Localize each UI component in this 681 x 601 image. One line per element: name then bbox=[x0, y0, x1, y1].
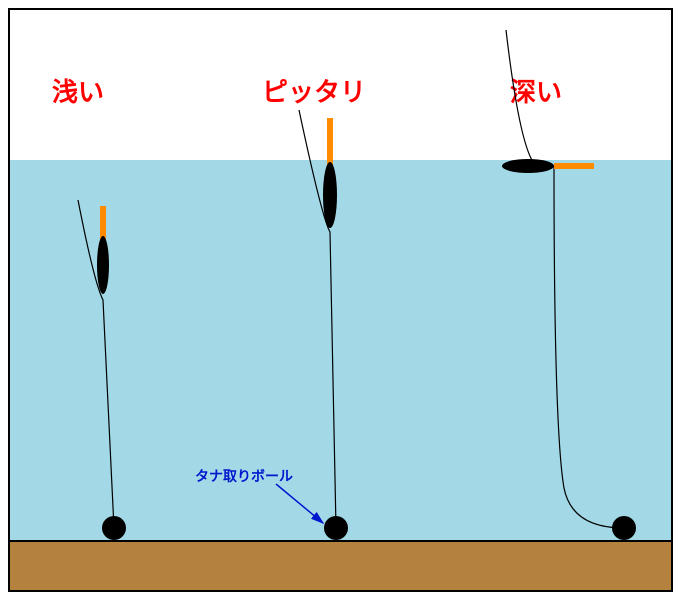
label-shallow: 浅い bbox=[52, 72, 104, 109]
float-body-shallow bbox=[97, 236, 109, 294]
float-tip-shallow bbox=[100, 206, 106, 240]
sinker-ball-deep bbox=[612, 516, 636, 540]
float-tip-perfect bbox=[327, 118, 333, 166]
label-perfect: ピッタリ bbox=[262, 72, 366, 109]
sinker-ball-perfect bbox=[324, 516, 348, 540]
float-body-deep bbox=[502, 159, 554, 173]
annotation-label: タナ取りボール bbox=[195, 466, 293, 486]
sinker-ball-shallow bbox=[102, 516, 126, 540]
float-body-perfect bbox=[323, 162, 337, 228]
float-tip-deep bbox=[554, 163, 594, 169]
label-deep: 深い bbox=[510, 72, 562, 109]
diagram-canvas: 浅い ピッタリ 深い タナ取りボール bbox=[0, 0, 681, 601]
